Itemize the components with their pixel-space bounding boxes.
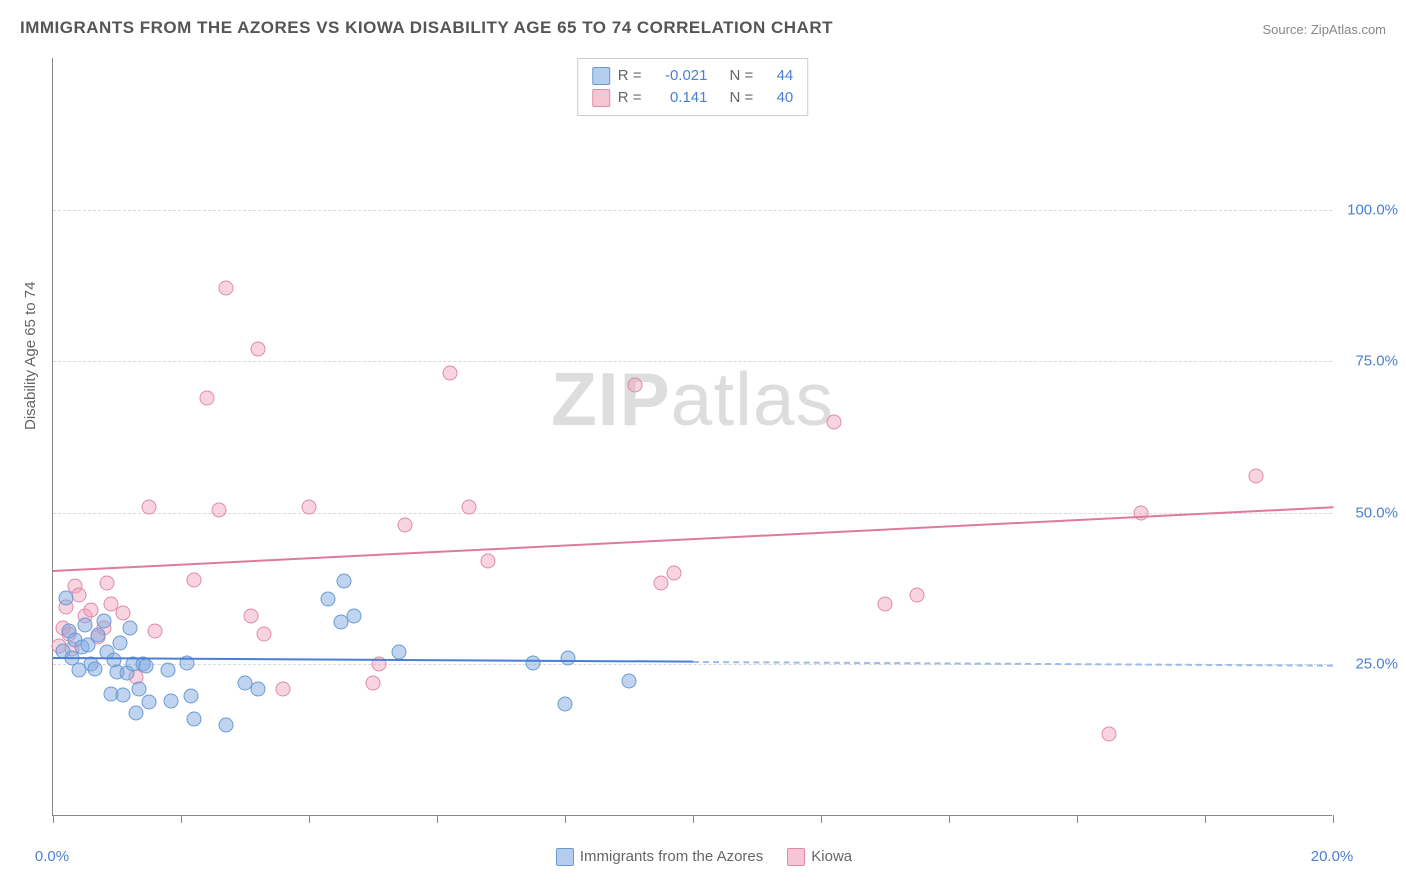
data-point-pink xyxy=(186,572,201,587)
x-tick xyxy=(1205,815,1206,823)
data-point-pink xyxy=(1249,469,1264,484)
data-point-blue xyxy=(116,687,131,702)
data-point-blue xyxy=(142,694,157,709)
data-point-pink xyxy=(462,499,477,514)
legend-swatch-blue xyxy=(592,67,610,85)
data-point-pink xyxy=(878,596,893,611)
data-point-blue xyxy=(622,674,637,689)
data-point-pink xyxy=(100,575,115,590)
legend-swatch-blue xyxy=(556,848,574,866)
x-tick xyxy=(821,815,822,823)
series-legend: Immigrants from the Azores Kiowa xyxy=(52,848,1332,866)
data-point-blue xyxy=(526,656,541,671)
data-point-blue xyxy=(558,696,573,711)
x-tick xyxy=(693,815,694,823)
data-point-pink xyxy=(910,587,925,602)
chart-title: IMMIGRANTS FROM THE AZORES VS KIOWA DISA… xyxy=(20,18,833,38)
x-tick xyxy=(949,815,950,823)
data-point-pink xyxy=(257,627,272,642)
data-point-blue xyxy=(97,613,112,628)
data-point-blue xyxy=(138,658,153,673)
data-point-blue xyxy=(561,651,576,666)
r-label: R = xyxy=(618,65,642,87)
n-label: N = xyxy=(730,87,754,109)
data-point-pink xyxy=(84,602,99,617)
data-point-pink xyxy=(276,681,291,696)
scatter-plot-area: ZIPatlas R =-0.021N =44R =0.141N =40 25.… xyxy=(52,58,1332,816)
legend-row-blue: R = -0.021 N = 44 xyxy=(592,65,794,87)
data-point-blue xyxy=(186,711,201,726)
data-point-pink xyxy=(666,566,681,581)
data-point-pink xyxy=(218,281,233,296)
x-tick xyxy=(1077,815,1078,823)
x-tick xyxy=(565,815,566,823)
r-value: 0.141 xyxy=(650,87,708,109)
data-point-blue xyxy=(122,621,137,636)
data-point-pink xyxy=(244,608,259,623)
data-point-pink xyxy=(1102,727,1117,742)
y-axis-label: Disability Age 65 to 74 xyxy=(22,282,39,430)
data-point-pink xyxy=(398,517,413,532)
data-point-blue xyxy=(113,636,128,651)
data-point-pink xyxy=(302,499,317,514)
data-point-pink xyxy=(199,390,214,405)
legend-row-pink: R = 0.141 N = 40 xyxy=(592,87,794,109)
trendline-pink xyxy=(53,507,1333,573)
legend-swatch-pink xyxy=(787,848,805,866)
data-point-pink xyxy=(142,499,157,514)
data-point-blue xyxy=(129,705,144,720)
data-point-pink xyxy=(148,624,163,639)
data-point-pink xyxy=(366,675,381,690)
data-point-blue xyxy=(78,617,93,632)
legend-label-pink: Kiowa xyxy=(811,848,852,865)
y-tick-label: 50.0% xyxy=(1355,504,1398,521)
data-point-pink xyxy=(481,554,496,569)
x-tick-label: 20.0% xyxy=(1311,848,1354,865)
data-point-pink xyxy=(116,605,131,620)
gridline xyxy=(53,210,1332,211)
data-point-blue xyxy=(58,590,73,605)
data-point-blue xyxy=(132,681,147,696)
data-point-blue xyxy=(218,718,233,733)
data-point-blue xyxy=(321,591,336,606)
y-tick-label: 25.0% xyxy=(1355,656,1398,673)
data-point-pink xyxy=(71,587,86,602)
x-tick-label: 0.0% xyxy=(35,848,69,865)
n-value: 44 xyxy=(761,65,793,87)
data-point-pink xyxy=(212,502,227,517)
data-point-blue xyxy=(90,628,105,643)
x-tick xyxy=(1333,815,1334,823)
correlation-legend: R = -0.021 N = 44 R = 0.141 N = 40 xyxy=(577,58,809,116)
x-tick xyxy=(309,815,310,823)
data-point-blue xyxy=(164,693,179,708)
data-point-pink xyxy=(442,366,457,381)
r-label: R = xyxy=(618,87,642,109)
x-tick xyxy=(181,815,182,823)
data-point-pink xyxy=(628,378,643,393)
gridline xyxy=(53,361,1332,362)
n-value: 40 xyxy=(761,87,793,109)
y-tick-label: 100.0% xyxy=(1347,201,1398,218)
data-point-blue xyxy=(337,573,352,588)
data-point-blue xyxy=(346,608,361,623)
legend-swatch-pink xyxy=(592,89,610,107)
data-point-blue xyxy=(161,663,176,678)
r-value: -0.021 xyxy=(650,65,708,87)
x-tick xyxy=(437,815,438,823)
data-point-pink xyxy=(250,342,265,357)
data-point-blue xyxy=(183,688,198,703)
data-point-pink xyxy=(654,575,669,590)
y-tick-label: 75.0% xyxy=(1355,353,1398,370)
watermark-text: ZIPatlas xyxy=(551,356,834,442)
source-attribution: Source: ZipAtlas.com xyxy=(1262,22,1386,37)
x-tick xyxy=(53,815,54,823)
data-point-blue xyxy=(87,662,102,677)
data-point-pink xyxy=(826,414,841,429)
data-point-blue xyxy=(250,681,265,696)
data-point-blue xyxy=(391,645,406,660)
n-label: N = xyxy=(730,65,754,87)
legend-label-blue: Immigrants from the Azores xyxy=(580,848,763,865)
